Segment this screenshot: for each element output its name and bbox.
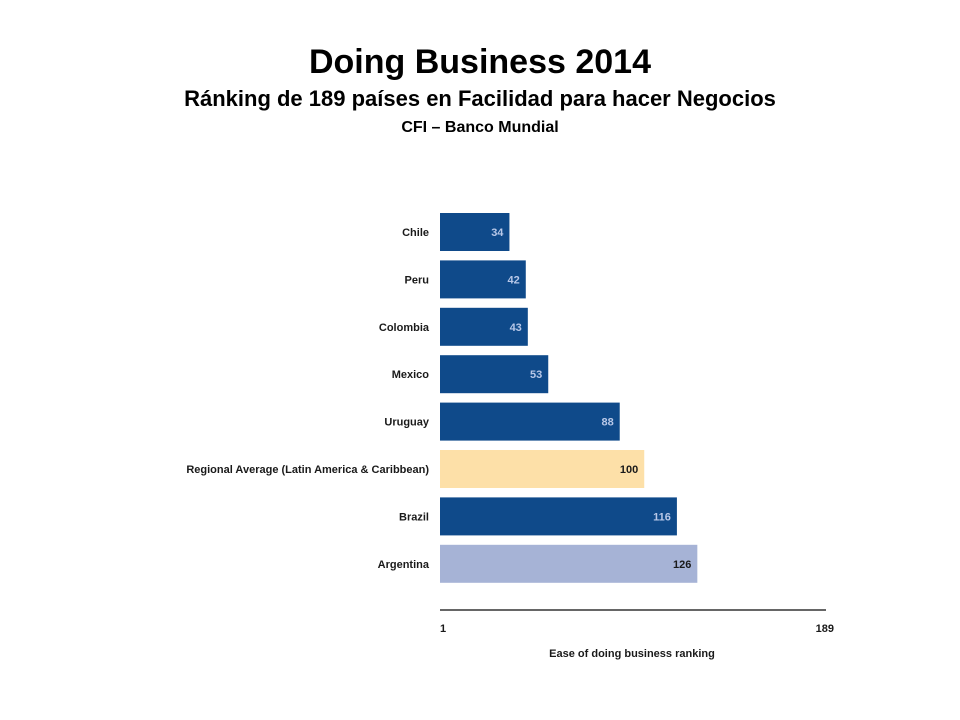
slide-source: CFI – Banco Mundial <box>401 119 559 136</box>
bar <box>440 497 677 536</box>
category-label: Chile <box>402 227 429 239</box>
bar-value-label: 100 <box>620 464 638 476</box>
bar-value-label: 53 <box>530 369 542 381</box>
bar <box>440 544 698 583</box>
bar-value-label: 126 <box>673 559 691 571</box>
category-label: Uruguay <box>384 417 430 429</box>
bar <box>440 213 510 251</box>
bar-value-label: 43 <box>510 322 522 334</box>
bar-value-label: 42 <box>508 274 520 286</box>
slide-header: Doing Business 2014 Ránking de 189 paíse… <box>0 40 960 140</box>
bar-value-label: 34 <box>491 227 504 239</box>
x-tick-label-min: 1 <box>440 623 446 635</box>
bar-value-label: 88 <box>601 417 613 429</box>
x-axis-title: Ease of doing business ranking <box>549 648 715 660</box>
x-tick-label-max: 189 <box>816 623 834 635</box>
category-label: Mexico <box>392 369 430 381</box>
category-label: Colombia <box>379 322 430 334</box>
bars-layer: Chile 34 Peru 42 Colombia 43 Mexico 53 Uruguay 88… <box>186 213 698 583</box>
slide-subtitle: Ránking de 189 países en Facilidad para … <box>184 86 776 111</box>
bar-value-label: 116 <box>653 511 671 523</box>
x-axis: 1 189 Ease of doing business ranking <box>440 609 834 660</box>
category-label: Regional Average (Latin America & Caribb… <box>186 464 429 476</box>
bar <box>440 307 528 346</box>
bar <box>440 260 526 299</box>
category-label: Peru <box>405 274 429 286</box>
slide-title: Doing Business 2014 <box>308 43 651 81</box>
bar <box>440 450 645 488</box>
category-label: Brazil <box>399 511 429 523</box>
category-label: Argentina <box>378 559 430 571</box>
bar <box>440 355 549 394</box>
bar <box>440 402 620 441</box>
